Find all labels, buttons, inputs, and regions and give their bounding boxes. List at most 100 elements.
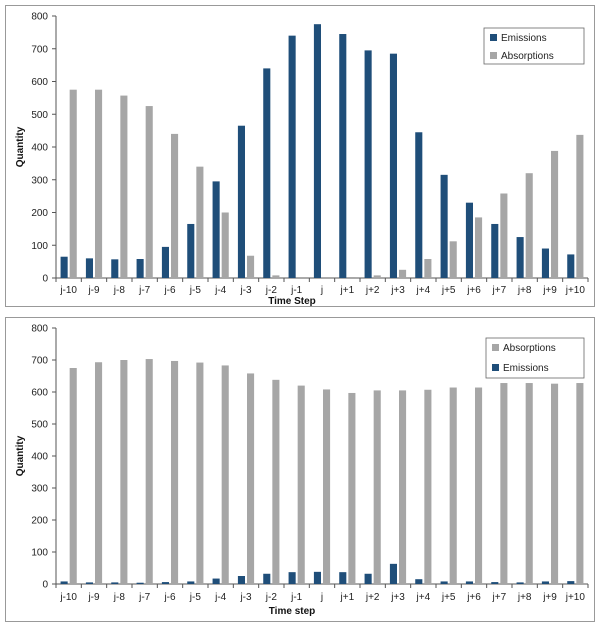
legend-label: Emissions [503,363,549,374]
x-tick-label: j+5 [441,592,456,603]
emissions-bar [288,35,296,279]
x-tick-label: j+7 [492,285,507,296]
x-tick-label: j+5 [441,285,456,296]
y-axis-title: Quantity [15,126,26,167]
emissions-bar [440,174,448,278]
x-tick-label: j-6 [163,592,176,603]
x-tick-label: j+2 [365,592,380,603]
emissions-bar [364,50,372,279]
emissions-bar [567,254,575,278]
x-tick-label: j+4 [416,285,431,296]
x-tick-label: j+9 [542,285,557,296]
legend-swatch [490,52,497,59]
absorptions-bar [272,275,280,278]
y-tick-label: 200 [31,516,48,527]
emissions-bar [212,181,220,278]
absorptions-bar [145,359,153,584]
y-tick-label: 100 [31,241,48,252]
x-tick-label: j-2 [265,285,278,296]
x-tick-label: j+6 [466,592,481,603]
x-tick-label: j+9 [542,592,557,603]
emissions-bar [85,582,93,584]
absorptions-bar [475,217,483,278]
emissions-bar [263,68,271,279]
absorptions-bar [551,150,559,278]
absorptions-bar [120,95,128,279]
absorptions-bar [449,387,457,584]
absorptions-bar [120,360,128,584]
emissions-bar [263,573,271,584]
absorptions-bar [171,360,179,584]
legend-label: Absorptions [503,343,556,354]
emissions-bar [465,202,473,278]
y-tick-label: 800 [31,324,48,335]
y-tick-label: 800 [31,12,48,23]
absorptions-bar [525,383,533,584]
emissions-bar [212,578,220,584]
absorptions-bar [399,390,407,584]
absorptions-bar [424,259,432,278]
legend-label: Absorptions [501,51,554,62]
emissions-bar [161,582,169,584]
y-tick-label: 300 [31,175,48,186]
emissions-bar [288,572,296,584]
absorptions-bar [221,212,229,278]
absorptions-bar [525,173,533,278]
x-tick-label: j-6 [163,285,176,296]
emissions-bar [516,237,524,278]
emissions-bar [491,223,499,278]
y-tick-label: 600 [31,77,48,88]
emissions-bar [111,259,119,278]
emissions-bar [415,579,423,584]
x-tick-label: j-2 [265,592,278,603]
legend-box [483,27,585,65]
emissions-bar [567,581,575,584]
x-tick-label: j [320,285,323,296]
y-axis-title: Quantity [15,435,26,476]
absorptions-bar [69,89,77,278]
x-tick-label: j-8 [113,592,126,603]
x-tick-label: j-1 [290,285,303,296]
emissions-bar [389,53,397,278]
x-tick-label: j-10 [59,592,77,603]
legend-box [485,337,585,379]
absorptions-bar [145,106,153,278]
x-tick-label: j+1 [340,592,355,603]
emissions-bar [389,563,397,584]
emissions-bar [187,581,195,584]
y-tick-label: 500 [31,420,48,431]
emissions-bar [187,223,195,278]
chart-bottom: 0 100 200 300 400 500 600 700 800 Quantity j-10 j-9… [15,324,589,617]
emissions-bar [516,582,524,584]
x-tick-label: j+8 [517,592,532,603]
emissions-bar [60,581,68,584]
y-tick-label: 300 [31,484,48,495]
emissions-bar [161,246,169,278]
y-tick-label: 500 [31,110,48,121]
x-tick-label: j-4 [214,285,227,296]
x-tick-label: j-7 [138,592,151,603]
absorptions-bar [196,166,204,278]
emissions-bar [364,573,372,584]
chart-panel-top: 0 100 200 300 400 500 600 700 800 Quantity j-10 j-9… [5,5,595,307]
y-tick-label: 400 [31,452,48,463]
emissions-bar [136,582,144,584]
x-tick-label: j-7 [138,285,151,296]
emissions-bar [237,125,245,279]
absorptions-bar [95,362,103,584]
x-tick-label: j [320,592,323,603]
x-tick-label: j-9 [87,592,100,603]
emissions-bar [440,581,448,584]
absorptions-bar [348,392,356,584]
x-tick-label: j-5 [189,285,202,296]
emissions-bar [415,132,423,278]
x-tick-label: j-4 [214,592,227,603]
chart-panel-bottom: 0 100 200 300 400 500 600 700 800 Quantity j-10 j-9… [5,317,595,622]
y-tick-label: 100 [31,548,48,559]
absorptions-bar [449,241,457,278]
absorptions-bar [171,133,179,278]
emissions-bar [85,258,93,278]
emissions-bar [313,24,321,278]
emissions-bar [60,256,68,278]
y-tick-label: 0 [42,274,48,285]
